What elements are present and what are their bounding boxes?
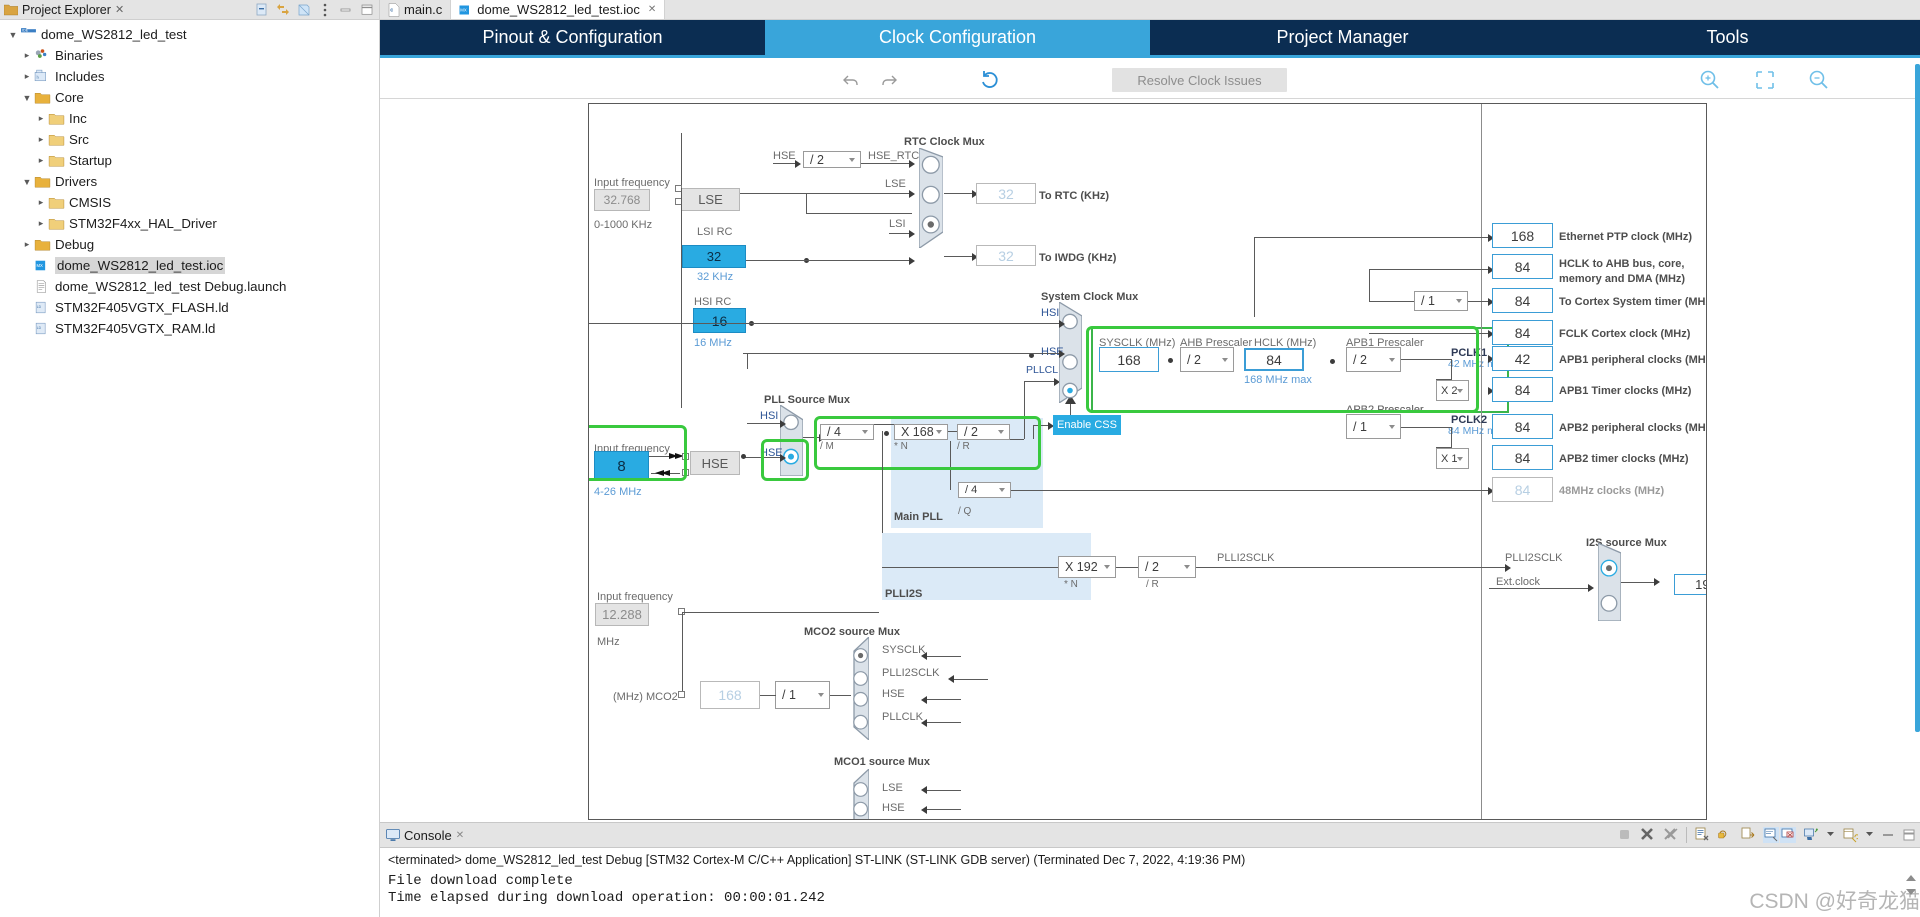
svg-text:LD: LD xyxy=(37,305,42,309)
svg-text:MX: MX xyxy=(461,7,468,12)
svg-text:c: c xyxy=(390,7,393,13)
svg-text:IDE: IDE xyxy=(22,29,29,33)
svg-text:LD: LD xyxy=(37,326,42,330)
svg-text:MX: MX xyxy=(36,263,43,268)
